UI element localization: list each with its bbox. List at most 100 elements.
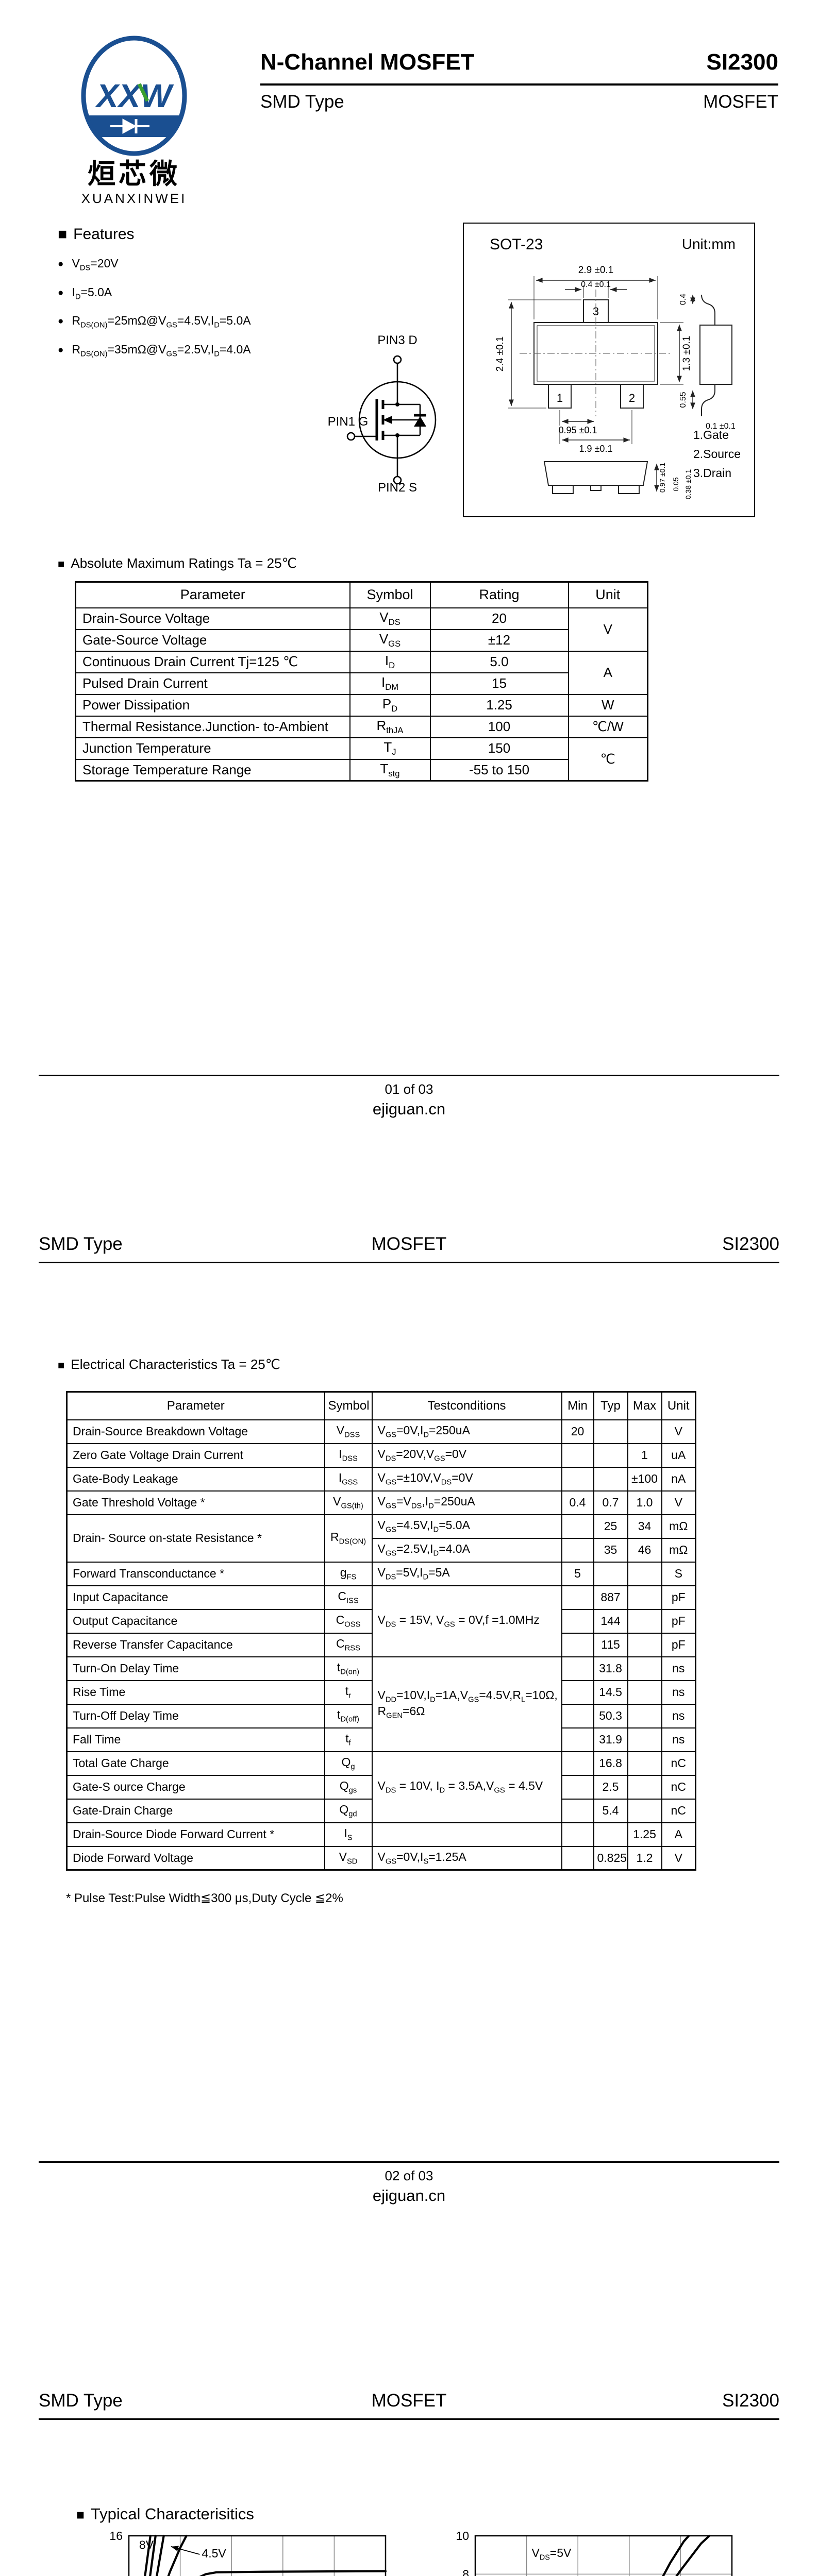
- page-number: 01 of 03: [385, 1081, 433, 1097]
- table-cell: [561, 1656, 594, 1681]
- table-cell: ns: [661, 1656, 696, 1681]
- pin-legend-item: 3.Drain: [693, 466, 732, 480]
- table-cell: [593, 1419, 628, 1444]
- table-cell: 20: [561, 1419, 594, 1444]
- table-cell: [627, 1585, 662, 1610]
- table-row: Drain-Source Breakdown Voltage VDSS VGS=0V…: [66, 1419, 696, 1444]
- table-row: Zero Gate Voltage Drain Current IDSS VDS=2…: [66, 1443, 696, 1468]
- table-cell-unit: V: [567, 607, 648, 652]
- feature-item: ● ID=5.0A: [58, 280, 460, 309]
- title-block: N-Channel MOSFET SI2300 SMD Type MOSFET: [260, 49, 778, 112]
- dim-label: 2.9 ±0.1: [578, 265, 614, 276]
- table-cell: Storage Temperature Range: [75, 758, 350, 782]
- feature-text: VDS=20V: [72, 257, 119, 273]
- table-row: Pulsed Drain Current IDM 15: [75, 672, 648, 695]
- table-cell: [627, 1703, 662, 1728]
- table-cell: VGS=0V,ID=250uA: [371, 1419, 562, 1444]
- table-cell: Turn-On Delay Time: [66, 1656, 325, 1681]
- table-cell: V: [661, 1419, 696, 1444]
- table-cell: mΩ: [661, 1537, 696, 1563]
- header-center: MOSFET: [371, 1234, 447, 1254]
- table-cell: VDS=5V,ID=5A: [371, 1561, 562, 1586]
- table-cell: 0.7: [593, 1490, 628, 1515]
- svg-text:16: 16: [109, 2529, 123, 2543]
- site-link[interactable]: ejiguan.cn: [372, 2187, 446, 2205]
- section-marker-icon: ■: [76, 2507, 85, 2522]
- pin1-gate-label: PIN1 G: [328, 415, 369, 429]
- svg-text:VDS​=5V: VDS​=5V: [532, 2546, 572, 2562]
- table-cell: [627, 1751, 662, 1776]
- table-cell: VDS=20V,VGS=0V: [371, 1443, 562, 1468]
- table-cell: pF: [661, 1608, 696, 1634]
- table-cell: ns: [661, 1727, 696, 1752]
- figure-2: 00.511.522.50246810VDS​=5V125°C25°CVGS​(…: [412, 2529, 759, 2576]
- table-cell: Gate-Body Leakage: [66, 1466, 325, 1492]
- table-cell: tr: [324, 1680, 373, 1705]
- feature-item: ● VDS=20V: [58, 251, 460, 280]
- table-cell: [593, 1443, 628, 1468]
- table-cell: Diode Forward Voltage: [66, 1845, 325, 1871]
- table-cell: [627, 1798, 662, 1823]
- table-cell: IGSS: [324, 1466, 373, 1492]
- mosfet-symbol-svg: PIN3 D PIN1 G PIN2 S: [328, 333, 437, 495]
- table-cell: 1.2: [627, 1845, 662, 1871]
- table-row: Fall Time tf 31.9 ns: [66, 1727, 696, 1752]
- table-cell: pF: [661, 1585, 696, 1610]
- elec-heading: ■ Electrical Characteristics Ta = 25℃: [58, 1357, 280, 1372]
- table-cell: CRSS: [324, 1632, 373, 1657]
- table-cell: 15: [429, 672, 569, 695]
- page-footer: 01 of 03 ejiguan.cn: [39, 1075, 779, 1118]
- table-row: Input Capacitance CISS VDS = 15V, VGS = 0V…: [66, 1585, 696, 1657]
- table-cell-unit: A: [567, 650, 648, 695]
- table-row: Junction Temperature TJ 150 ℃: [75, 737, 648, 782]
- table-cell: Tstg: [349, 758, 431, 782]
- table-cell: 25: [593, 1514, 628, 1539]
- table-cell: CISS: [324, 1585, 373, 1610]
- table-cell: [627, 1774, 662, 1800]
- table-row: Reverse Transfer Capacitance CRSS 115 pF: [66, 1632, 696, 1657]
- dim-label: 2.4 ±0.1: [495, 336, 506, 372]
- table-row: Turn-On Delay Time tD(on) VDD=10V,ID=1A,VG…: [66, 1656, 696, 1752]
- table-cell-unit: W: [567, 693, 648, 717]
- header-center: MOSFET: [371, 2391, 447, 2411]
- table-cell: uA: [661, 1443, 696, 1468]
- table-cell: Drain- Source on-state Resistance *: [66, 1514, 325, 1563]
- table-cell: V: [661, 1490, 696, 1515]
- table-cell: nC: [661, 1798, 696, 1823]
- table-cell: 115: [593, 1632, 628, 1657]
- page-1: XXW 烜芯微 XUANXINWEI N-Channel MOSFET SI23…: [0, 0, 818, 1157]
- table-row: Gate-Source Voltage VGS ±12: [75, 629, 648, 652]
- part-number: SI2300: [706, 49, 778, 75]
- table-cell: 2.5: [593, 1774, 628, 1800]
- table-cell: ID: [349, 650, 431, 673]
- table-cell: Pulsed Drain Current: [75, 672, 350, 695]
- table-cell: [593, 1561, 628, 1586]
- column-header: Testconditions: [371, 1391, 562, 1420]
- table-cell: [561, 1703, 594, 1728]
- brand-logo-mark: XXW: [81, 36, 187, 156]
- table-cell: RthJA: [349, 715, 431, 738]
- section-marker-icon: ■: [58, 557, 65, 570]
- table-row: Drain-Source Diode Forward Current * IS 1.…: [66, 1822, 696, 1847]
- feature-text: RDS(ON)=25mΩ@VGS=4.5V,ID=5.0A: [72, 314, 251, 330]
- mosfet-symbol: PIN3 D PIN1 G PIN2 S: [327, 333, 456, 497]
- table-cell: nA: [661, 1466, 696, 1492]
- page-3: SMD Type MOSFET SI2300 ■ Typical Characte…: [0, 2313, 818, 2576]
- table-cell: [561, 1608, 594, 1634]
- table-row: Turn-Off Delay Time tD(off) 50.3 ns: [66, 1703, 696, 1728]
- table-cell: IS: [324, 1822, 373, 1847]
- column-header: Symbol: [349, 581, 431, 608]
- table-cell: 100: [429, 715, 569, 738]
- table-cell: [561, 1751, 594, 1776]
- table-cell: IDSS: [324, 1443, 373, 1468]
- site-link[interactable]: ejiguan.cn: [372, 1100, 446, 1118]
- dim-label: 0.4: [679, 294, 688, 305]
- table-cell: Junction Temperature: [75, 737, 350, 760]
- page-footer: 02 of 03 ejiguan.cn: [39, 2161, 779, 2205]
- table-cell: 46: [627, 1537, 662, 1563]
- table-cell: Zero Gate Voltage Drain Current: [66, 1443, 325, 1468]
- table-cell: [561, 1680, 594, 1705]
- table-cell: [561, 1774, 594, 1800]
- table-cell: [561, 1798, 594, 1823]
- table-row: Gate-S ource Charge Qgs 2.5 nC: [66, 1774, 696, 1800]
